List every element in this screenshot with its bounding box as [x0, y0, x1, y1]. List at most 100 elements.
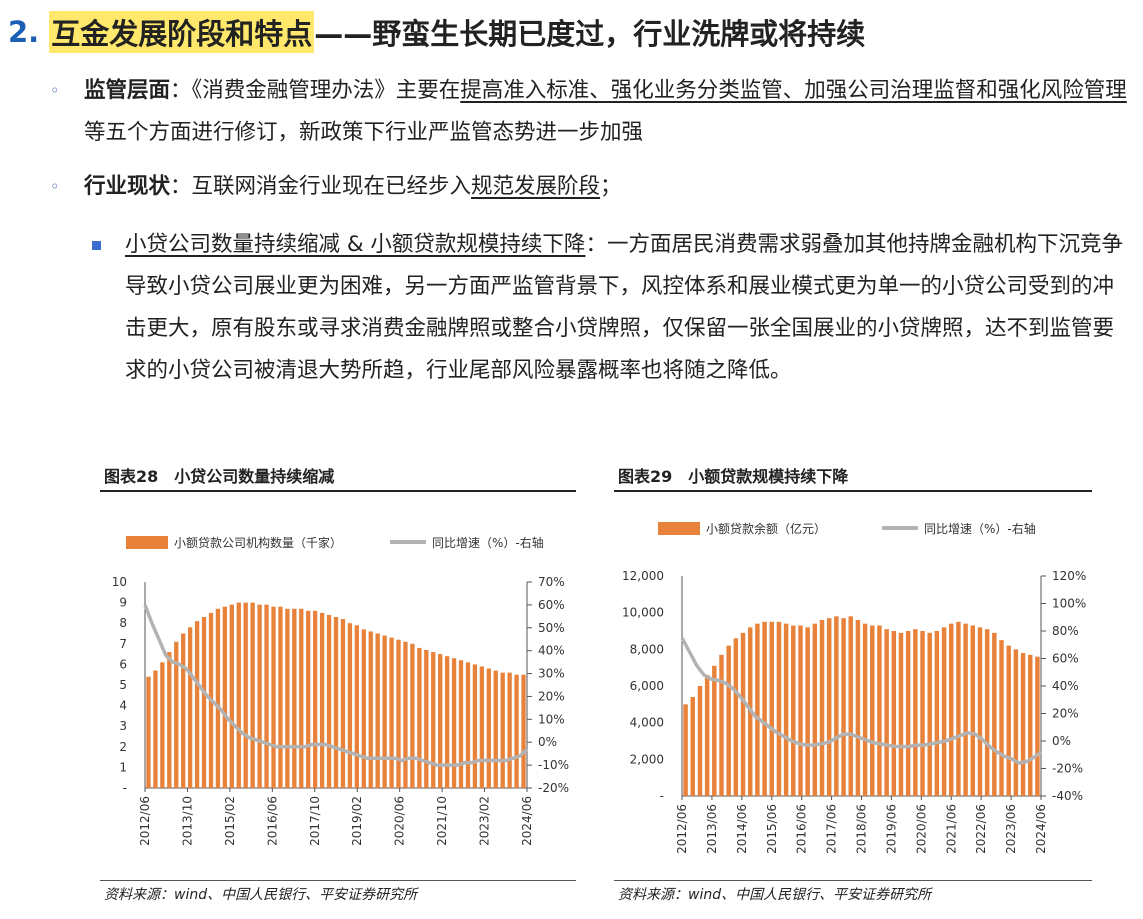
- y2-tick-label: 20%: [1052, 707, 1079, 721]
- bar: [690, 697, 695, 796]
- y-tick-label: 3: [119, 719, 127, 733]
- y2-tick-label: 60%: [1052, 652, 1079, 666]
- bar: [410, 643, 415, 788]
- bar: [812, 623, 818, 796]
- bullet-small-loan: 小贷公司数量持续缩减 & 小额贷款规模持续下降：一方面居民消费需求弱叠加其他持牌…: [90, 224, 1135, 392]
- x-tick-label: 2017/10: [308, 796, 322, 846]
- bar: [424, 649, 429, 788]
- bar: [243, 602, 248, 788]
- bullet-text: 小贷公司数量持续缩减 & 小额贷款规模持续下降：一方面居民消费需求弱叠加其他持牌…: [125, 224, 1135, 392]
- figure-title-bar: 图表29 小额贷款规模持续下降: [614, 466, 1092, 492]
- bar: [181, 633, 186, 788]
- bar: [855, 620, 861, 796]
- y2-tick-label: 0%: [1052, 734, 1071, 748]
- bar: [326, 614, 332, 788]
- bullet-industry-status: ◦ 行业现状：互联网消金行业现在已经步入规范发展阶段；: [50, 166, 1135, 208]
- bar: [1035, 656, 1040, 796]
- bar: [403, 641, 408, 788]
- bar: [201, 617, 207, 788]
- hollow-circle-bullet-icon: ◦: [50, 177, 60, 196]
- y2-tick-label: 50%: [538, 621, 565, 635]
- bullet-segment: ：一方面居民消费需求弱叠加其他持牌金融机构下沉竞争导致小贷公司展业更为困难，另一…: [125, 232, 1123, 383]
- bullet-segment: ；: [600, 174, 622, 199]
- bar: [927, 632, 932, 796]
- y-tick-label: 10,000: [622, 606, 664, 620]
- figure-28: 图表28 小贷公司数量持续缩减 小额贷款公司机构数量（千家） 同比增速（%）-右轴…: [100, 466, 576, 904]
- bullet-underlined: 提高准入标准、强化业务分类监管、加强公司治理监督和强化风险管理: [460, 78, 1127, 103]
- bar: [285, 608, 290, 788]
- bar: [486, 668, 491, 788]
- figure-source: 资料来源：wind、中国人民银行、平安证券研究所: [614, 880, 1092, 904]
- y-tick-label: 6: [119, 657, 127, 671]
- y-tick-label: 12,000: [622, 569, 664, 583]
- bar: [1028, 654, 1033, 796]
- bar: [762, 621, 767, 796]
- x-tick-label: 2020/06: [393, 796, 407, 846]
- bar: [438, 654, 443, 788]
- bar: [444, 656, 450, 788]
- bullet-regulation: ◦ 监管层面：《消费金融管理办法》主要在提高准入标准、强化业务分类监管、加强公司…: [50, 70, 1135, 154]
- bar: [805, 627, 810, 796]
- chart-loan-balance: 小额贷款余额（亿元） 同比增速（%）-右轴 12,000 10,000 8,000 6,0…: [622, 521, 1086, 854]
- bar: [167, 652, 172, 788]
- x-tick-label: 2019/02: [350, 796, 364, 846]
- bar: [278, 606, 283, 788]
- bar: [146, 676, 151, 788]
- bar: [465, 662, 471, 788]
- y2-tick-label: 40%: [1052, 679, 1079, 693]
- bar: [382, 635, 387, 788]
- bar: [507, 672, 512, 788]
- y-tick-label: 2,000: [630, 752, 664, 766]
- bar: [898, 632, 904, 796]
- bar: [776, 621, 782, 796]
- figure-source: 资料来源：wind、中国人民银行、平安证券研究所: [100, 880, 576, 904]
- bar: [187, 627, 193, 788]
- bar: [271, 606, 276, 788]
- x-tick-label: 2013/10: [180, 796, 194, 846]
- section-title-highlight: 互金发展阶段和特点: [49, 11, 315, 53]
- bar: [726, 645, 731, 796]
- figure-number: 图表29: [618, 467, 673, 486]
- y2-tick-label: 70%: [538, 575, 565, 589]
- bar: [299, 608, 304, 788]
- bar: [970, 625, 976, 796]
- bar: [174, 641, 179, 788]
- y-tick-label: 9: [119, 596, 127, 610]
- y2-tick-label: -20%: [1052, 762, 1083, 776]
- bar: [704, 675, 710, 796]
- bar: [500, 672, 505, 788]
- bar: [697, 686, 703, 796]
- x-tick-label: 2019/06: [884, 804, 898, 854]
- growth-rate-line: [143, 604, 529, 767]
- figure-title: 小贷公司数量持续缩减: [174, 467, 335, 486]
- bar: [479, 666, 485, 788]
- bar: [160, 662, 165, 788]
- bar: [1006, 645, 1011, 796]
- y-tick-label: 4: [119, 699, 127, 713]
- y2-tick-label: -10%: [538, 758, 569, 772]
- y-tick-label: 8: [119, 616, 127, 630]
- bar: [521, 674, 526, 788]
- y2-tick-label: 20%: [538, 689, 565, 703]
- y-tick-label: 8,000: [630, 642, 664, 656]
- bar: [229, 604, 234, 788]
- y2-tick-label: 60%: [538, 598, 565, 612]
- x-tick-label: 2016/06: [265, 796, 279, 846]
- x-tick-label: 2018/06: [855, 804, 869, 854]
- legend-bar-swatch: [658, 522, 700, 535]
- bullet-underlined: 规范发展阶段: [471, 174, 601, 199]
- bar: [153, 670, 158, 788]
- legend-line-label: 同比增速（%）-右轴: [432, 535, 544, 550]
- x-tick-label: 2016/06: [795, 804, 809, 854]
- bar: [719, 654, 724, 796]
- y2-tick-label: 120%: [1052, 569, 1086, 583]
- bar: [848, 616, 853, 796]
- legend-bar-label: 小额贷款余额（亿元）: [706, 521, 826, 536]
- bar: [956, 621, 961, 796]
- y-tick-label: 2: [119, 740, 127, 754]
- y-tick-label: -: [660, 789, 664, 803]
- y2-tick-label: 30%: [538, 667, 565, 681]
- bullet-segment: 等五个方面进行修订，新政策下行业严监管态势进一步加强: [84, 120, 644, 145]
- y-tick-label: -: [123, 781, 127, 795]
- x-tick-label: 2020/06: [914, 804, 928, 854]
